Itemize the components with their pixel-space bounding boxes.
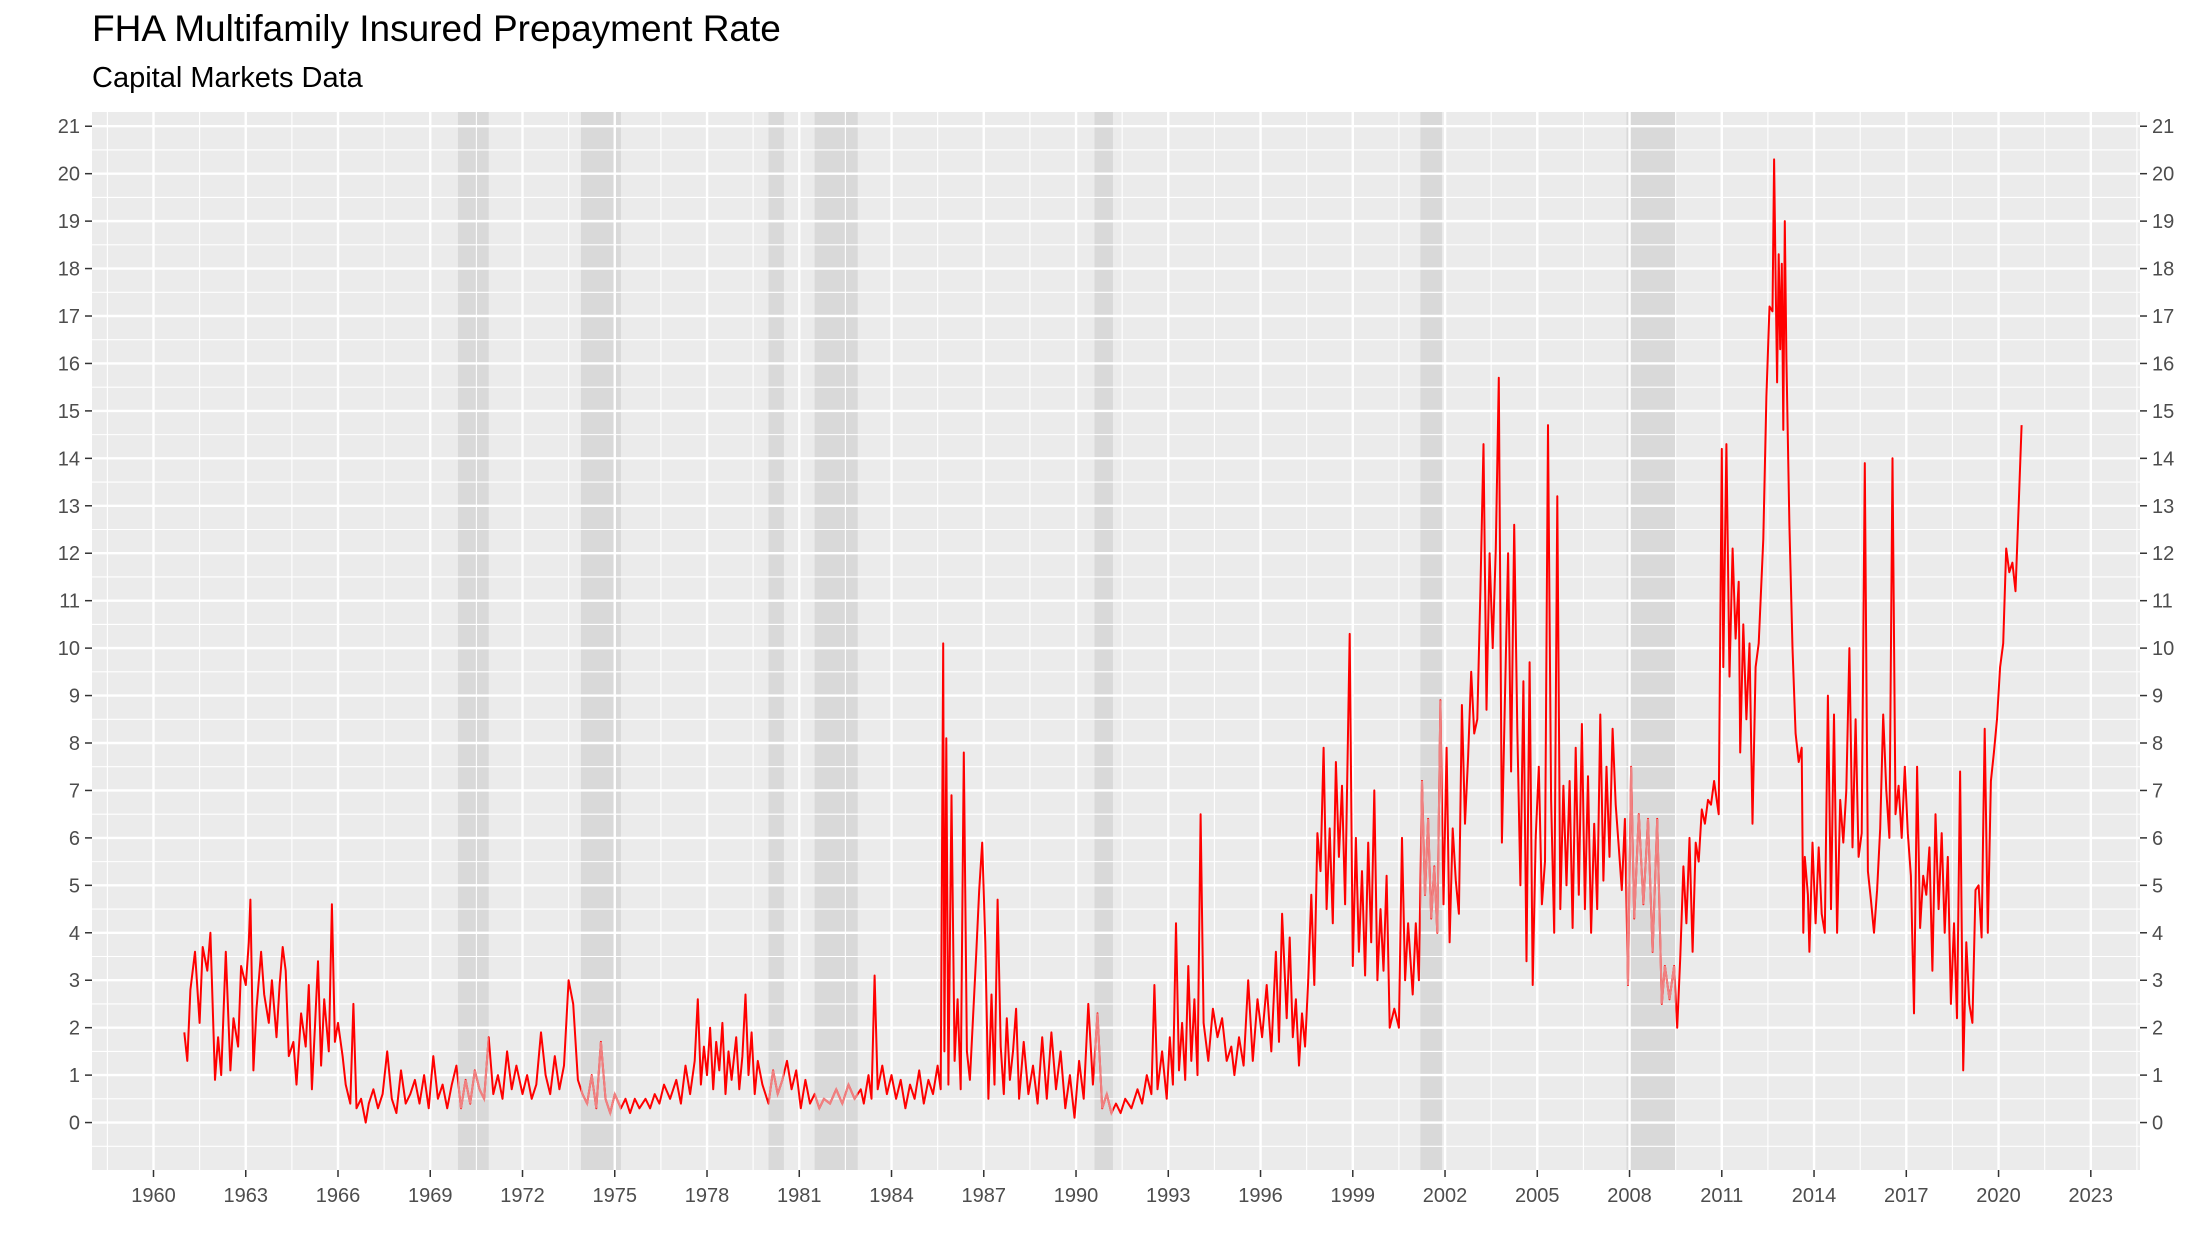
y-tick-label-left: 21: [58, 116, 80, 138]
x-tick-label: 1996: [1238, 1185, 1283, 1207]
x-tick-label: 1999: [1331, 1185, 1376, 1207]
x-tick-label: 2011: [1700, 1185, 1743, 1207]
recession-band: [768, 112, 784, 1170]
y-tick-label-right: 5: [2152, 875, 2163, 897]
y-tick-label-right: 16: [2152, 353, 2174, 375]
y-tick-label-right: 4: [2152, 923, 2163, 945]
axes: 1960 1963 1966 1969 1972 1975 1978 1981 1984 1987…: [58, 116, 2175, 1207]
y-tick-label-left: 16: [58, 353, 80, 375]
y-tick-label-left: 2: [69, 1018, 80, 1040]
y-tick-label-right: 18: [2152, 259, 2174, 281]
x-tick-label: 1975: [593, 1185, 638, 1207]
y-tick-label-left: 8: [69, 733, 80, 755]
y-tick-label-right: 19: [2152, 211, 2174, 233]
y-tick-label-left: 11: [59, 591, 80, 613]
y-tick-label-left: 20: [58, 164, 80, 186]
y-tick-label-left: 15: [58, 401, 80, 423]
y-tick-label-left: 5: [69, 875, 80, 897]
y-tick-label-right: 1: [2152, 1065, 2163, 1087]
y-tick-label-left: 10: [58, 638, 80, 660]
prepayment-rate-line: [183, 158, 2023, 1124]
y-tick-label-right: 17: [2152, 306, 2174, 328]
y-tick-label-left: 19: [58, 211, 80, 233]
y-tick-label-left: 9: [69, 686, 80, 708]
x-tick-label: 2008: [1607, 1185, 1652, 1207]
y-tick-label-left: 18: [58, 259, 80, 281]
y-tick-label-left: 6: [69, 828, 80, 850]
y-tick-label-left: 7: [69, 780, 80, 802]
y-tick-label-right: 0: [2152, 1113, 2163, 1135]
y-tick-label-right: 10: [2152, 638, 2174, 660]
y-tick-label-right: 21: [2152, 116, 2174, 138]
x-tick-label: 2005: [1515, 1185, 1560, 1207]
x-tick-label: 1978: [685, 1185, 730, 1207]
x-tick-label: 2014: [1792, 1185, 1837, 1207]
x-tick-label: 2002: [1423, 1185, 1468, 1207]
recession-band: [1626, 112, 1676, 1170]
y-tick-label-right: 7: [2152, 780, 2163, 802]
x-tick-label: 1990: [1054, 1185, 1099, 1207]
x-tick-label: 1987: [962, 1185, 1007, 1207]
y-tick-label-left: 0: [69, 1113, 80, 1135]
x-tick-label: 1981: [777, 1185, 822, 1207]
chart-subtitle: Capital Markets Data: [92, 62, 363, 94]
y-tick-label-left: 12: [58, 543, 80, 565]
y-tick-label-right: 9: [2152, 686, 2163, 708]
x-tick-label: 2020: [1976, 1185, 2021, 1207]
y-tick-label-left: 3: [69, 970, 80, 992]
y-tick-label-right: 3: [2152, 970, 2163, 992]
grid-lines: [92, 112, 2140, 1170]
x-tick-label: 2017: [1884, 1185, 1929, 1207]
y-tick-label-left: 4: [69, 923, 80, 945]
recession-band: [1420, 112, 1442, 1170]
y-tick-label-left: 17: [58, 306, 80, 328]
x-tick-label: 1984: [869, 1185, 914, 1207]
y-tick-label-left: 14: [58, 448, 80, 470]
x-tick-label: 1963: [224, 1185, 269, 1207]
y-tick-label-right: 12: [2152, 543, 2174, 565]
x-tick-label: 1966: [316, 1185, 361, 1207]
y-tick-label-right: 14: [2152, 448, 2174, 470]
plot-panel: [92, 112, 2140, 1170]
x-tick-label: 1972: [500, 1185, 545, 1207]
recession-band: [1094, 112, 1113, 1170]
chart-title: FHA Multifamily Insured Prepayment Rate: [92, 8, 781, 49]
y-tick-label-right: 8: [2152, 733, 2163, 755]
x-tick-label: 1969: [408, 1185, 453, 1207]
y-tick-label-right: 13: [2152, 496, 2174, 518]
x-tick-label: 2023: [2069, 1185, 2114, 1207]
y-tick-label-left: 13: [58, 496, 80, 518]
x-tick-label: 1960: [131, 1185, 176, 1207]
y-tick-label-left: 1: [69, 1065, 80, 1087]
y-tick-label-right: 20: [2152, 164, 2174, 186]
y-tick-label-right: 6: [2152, 828, 2163, 850]
y-tick-label-right: 2: [2152, 1018, 2163, 1040]
y-tick-label-right: 11: [2152, 591, 2173, 613]
series-layer: [183, 158, 2023, 1124]
x-tick-label: 1993: [1146, 1185, 1191, 1207]
recession-band: [814, 112, 858, 1170]
y-tick-label-right: 15: [2152, 401, 2174, 423]
recession-band: [457, 112, 489, 1170]
